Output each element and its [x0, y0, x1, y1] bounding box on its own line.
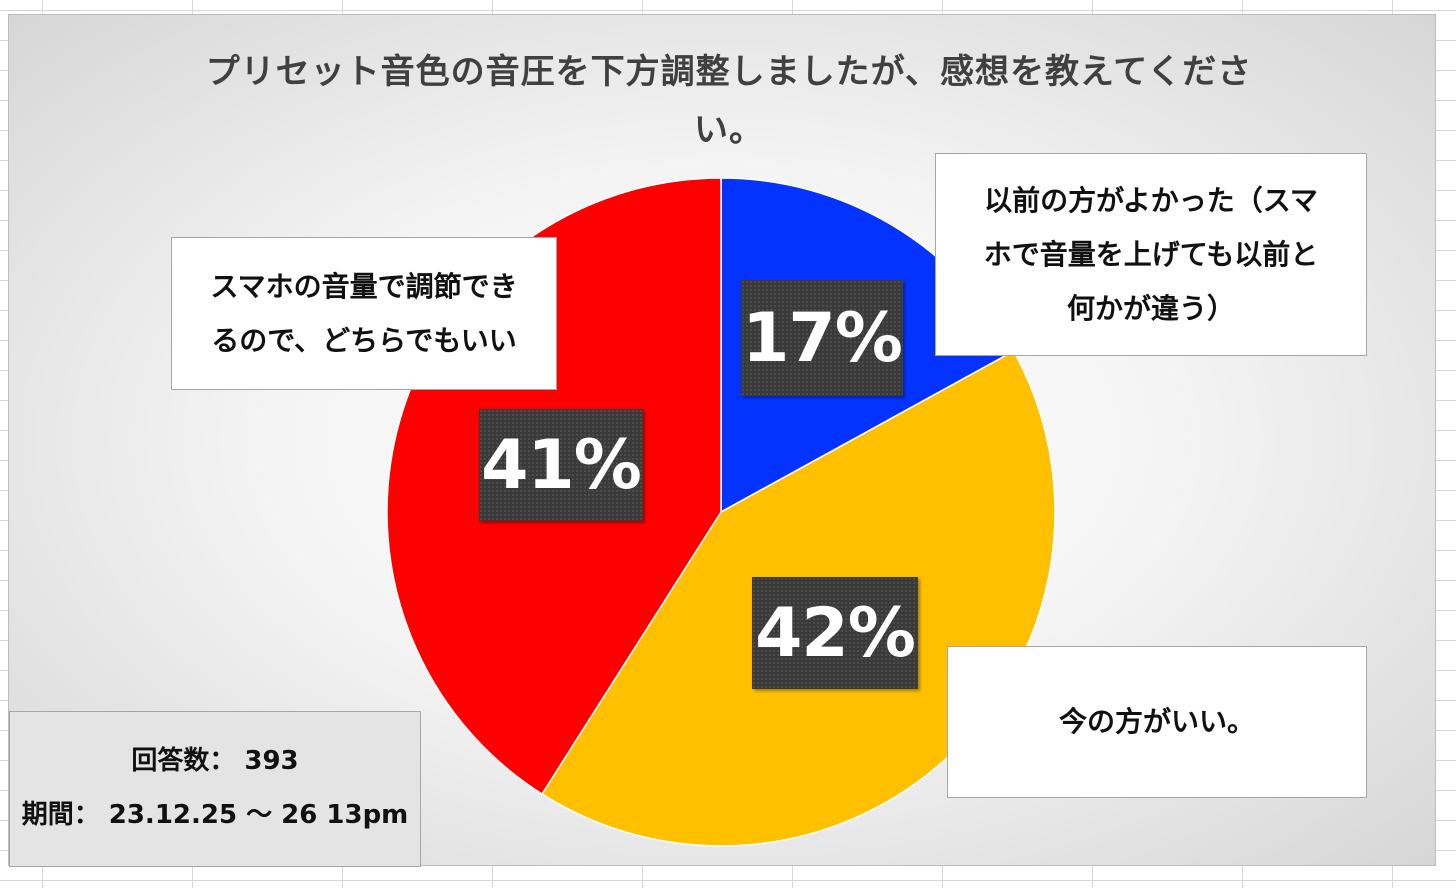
chart-title: プリセット音色の音圧を下方調整しましたが、感想を教えてくださ い。: [179, 43, 1279, 159]
slice-label-now-better-line-1: 今の方がいい。: [1058, 705, 1255, 738]
survey-period: 期間： 23.12.25 〜 26 13pm: [21, 800, 409, 830]
slice-percent-either-fine: 41%: [479, 409, 643, 521]
slice-label-before-better-line-1: 以前の方がよかった（スマ: [984, 183, 1318, 217]
slice-label-now-better: 今の方がいい。: [947, 646, 1367, 798]
chart-area: プリセット音色の音圧を下方調整しましたが、感想を教えてくださ い。 以前の方がよ…: [8, 14, 1436, 867]
chart-title-line-1: プリセット音色の音圧を下方調整しましたが、感想を教えてくださ: [205, 52, 1253, 92]
slice-percent-now-better: 42%: [752, 577, 918, 689]
slice-label-before-better: 以前の方がよかった（スマ ホで音量を上げても以前と 何かが違う）: [935, 153, 1367, 356]
slice-label-either-fine-line-1: スマホの音量で調節でき: [210, 269, 518, 303]
survey-info-box: 回答数： 393 期間： 23.12.25 〜 26 13pm: [9, 711, 421, 867]
slice-percent-before-better: 17%: [741, 280, 903, 396]
slice-label-either-fine: スマホの音量で調節でき るので、どちらでもいい: [171, 237, 557, 390]
slice-label-before-better-line-3: 何かが違う）: [1066, 291, 1235, 325]
slice-label-either-fine-line-2: るので、どちらでもいい: [211, 323, 517, 357]
slice-label-before-better-line-2: ホで音量を上げても以前と: [983, 237, 1319, 271]
response-count: 回答数： 393: [131, 746, 299, 776]
chart-title-line-2: い。: [694, 110, 764, 150]
